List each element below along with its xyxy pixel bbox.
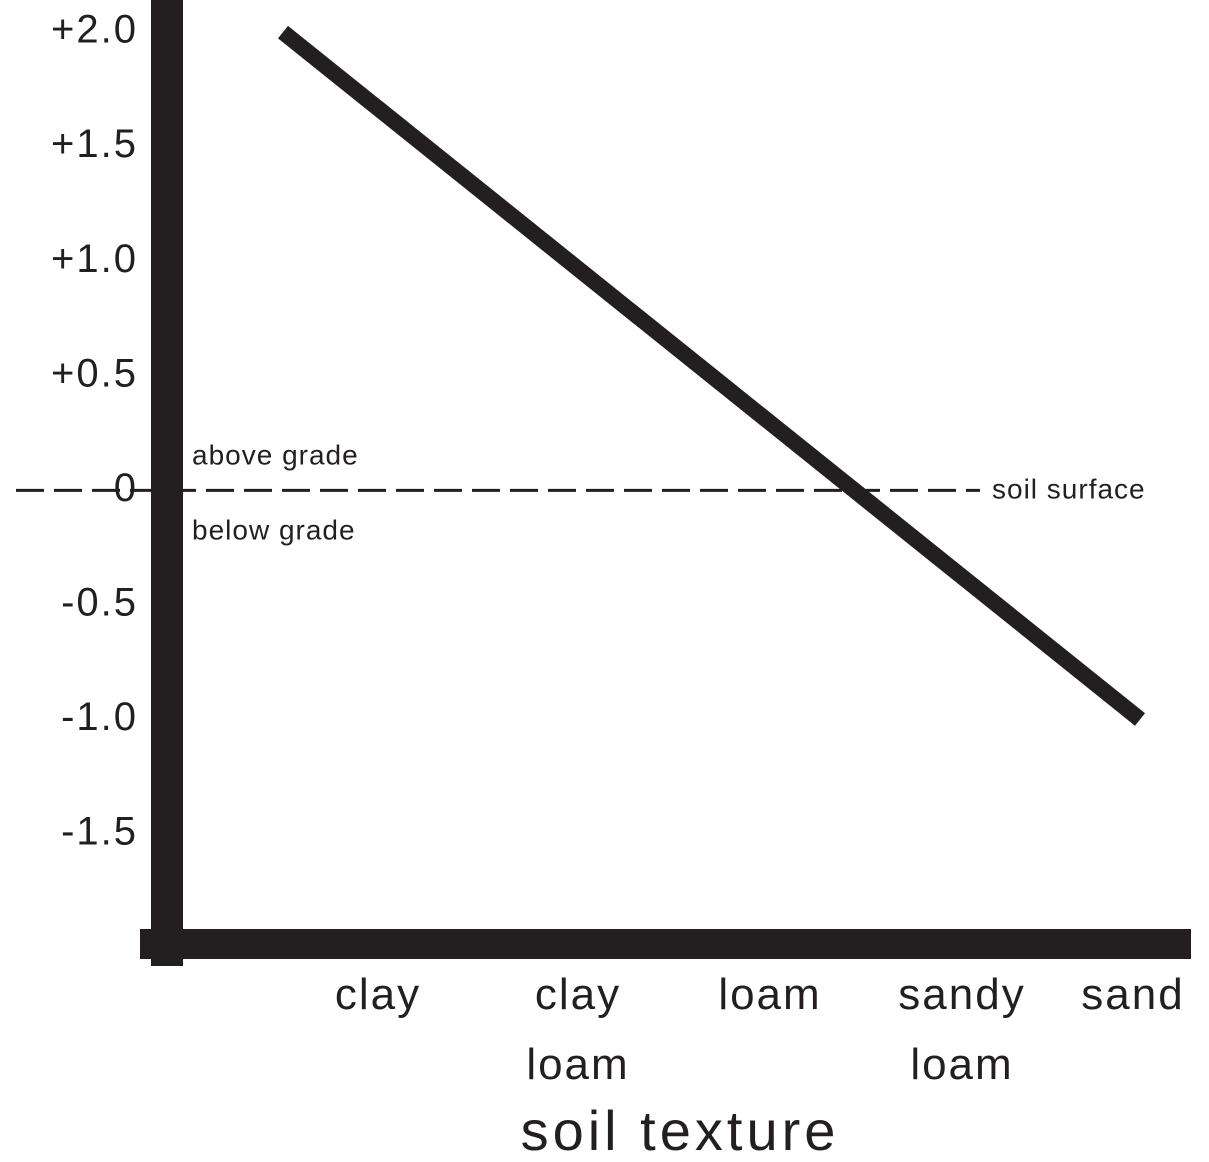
y-tick-label: -1.5 bbox=[61, 810, 138, 854]
x-tick-label: loam bbox=[718, 970, 822, 1019]
x-tick-label: clay bbox=[334, 970, 422, 1019]
annotation: soil surface bbox=[992, 473, 1146, 504]
y-tick-label: +2.0 bbox=[51, 8, 138, 52]
y-tick-label: 0 bbox=[114, 466, 138, 510]
y-axis bbox=[151, 0, 183, 966]
annotation: above grade bbox=[192, 439, 359, 470]
y-tick-label: -1.0 bbox=[61, 695, 138, 739]
line bbox=[277, 25, 1146, 726]
y-tick-label: +1.0 bbox=[51, 237, 138, 281]
x-tick-label: sand bbox=[1081, 970, 1185, 1019]
annotation: below grade bbox=[192, 514, 356, 545]
y-tick-label: -0.5 bbox=[61, 580, 138, 624]
x-tick-label: sandy loam bbox=[898, 970, 1026, 1089]
x-axis bbox=[140, 929, 1191, 959]
x-axis-title: soil texture bbox=[521, 1099, 840, 1162]
y-tick-label: +0.5 bbox=[51, 351, 138, 395]
y-tick-label: +1.5 bbox=[51, 122, 138, 166]
x-tick-label: clay loam bbox=[526, 970, 630, 1089]
